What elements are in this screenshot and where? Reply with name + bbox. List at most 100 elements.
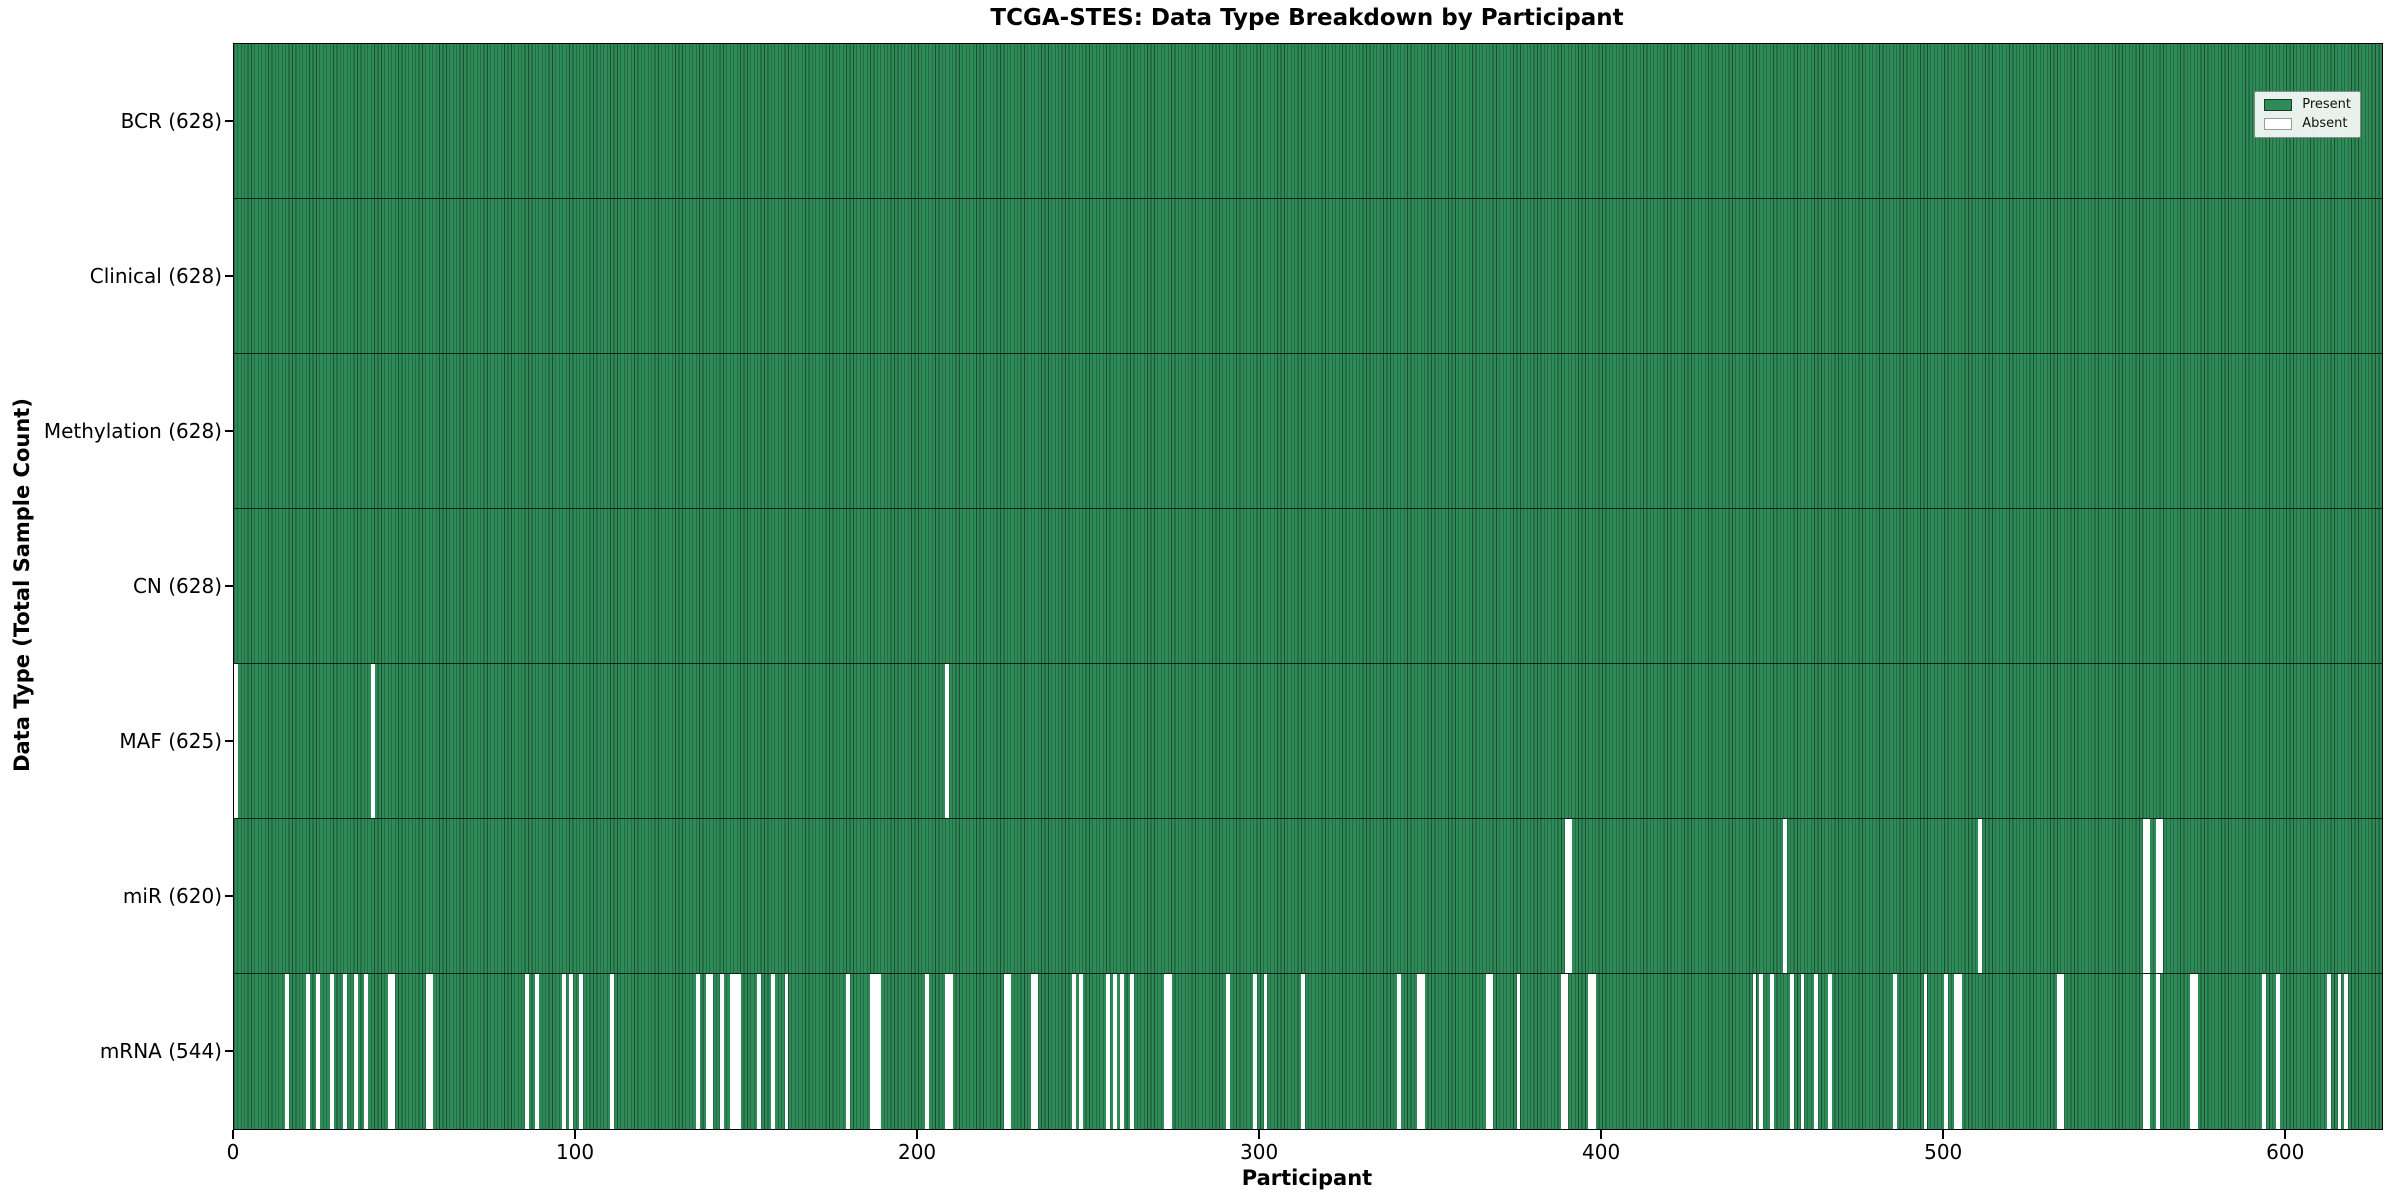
absent-gap xyxy=(695,974,700,1129)
absent-gap xyxy=(2190,974,2195,1129)
absent-gap xyxy=(1759,974,1764,1129)
absent-gap xyxy=(2142,819,2147,973)
row-miR xyxy=(234,819,2382,974)
absent-gap xyxy=(1113,974,1117,1129)
absent-gap xyxy=(1119,974,1124,1129)
absent-gap xyxy=(719,974,724,1129)
y-tick-label-Clinical: Clinical (628) xyxy=(89,263,222,288)
absent-gap xyxy=(1078,974,1083,1129)
absent-gap xyxy=(877,974,881,1129)
absent-gap xyxy=(579,974,584,1129)
absent-gap xyxy=(562,974,567,1129)
absent-gap xyxy=(1030,974,1035,1129)
absent-gap xyxy=(2142,974,2147,1129)
y-tick-label-miR: miR (620) xyxy=(122,883,222,908)
absent-gap xyxy=(2327,974,2332,1129)
absent-gap xyxy=(1564,819,1569,973)
absent-gap xyxy=(1489,974,1494,1129)
x-tick-mark xyxy=(1942,1130,1945,1139)
absent-gap xyxy=(1034,974,1039,1129)
absent-gap xyxy=(387,974,392,1129)
chart-title: TCGA-STES: Data Type Breakdown by Partic… xyxy=(990,5,1624,31)
absent-gap xyxy=(1752,974,1757,1129)
absent-gap xyxy=(1790,974,1795,1129)
absent-gap xyxy=(1814,974,1819,1129)
absent-gap xyxy=(945,974,950,1129)
absent-gap xyxy=(1167,974,1172,1129)
absent-gap xyxy=(2344,974,2349,1129)
absent-gap xyxy=(1164,974,1169,1129)
absent-gap xyxy=(329,974,334,1129)
legend: Present Absent xyxy=(2254,91,2361,138)
absent-gap xyxy=(771,974,775,1129)
absent-gap xyxy=(1007,974,1011,1129)
absent-gap xyxy=(569,974,573,1129)
absent-gap xyxy=(784,974,789,1129)
legend-entry-absent: Absent xyxy=(2264,117,2351,131)
absent-gap xyxy=(610,974,615,1129)
absent-gap xyxy=(316,974,320,1129)
y-tick-label-Methylation: Methylation (628) xyxy=(43,418,222,443)
x-tick-label: 400 xyxy=(1582,1140,1621,1164)
y-tick-mark xyxy=(225,739,234,742)
absent-swatch-icon xyxy=(2264,118,2293,130)
absent-gap xyxy=(945,664,950,818)
absent-gap xyxy=(1954,974,1959,1129)
absent-gap xyxy=(736,974,741,1129)
plot-area: Present Absent xyxy=(233,43,2383,1130)
row-mRNA xyxy=(234,974,2382,1129)
absent-gap xyxy=(1978,819,1983,973)
absent-gap xyxy=(1800,974,1805,1129)
x-tick-mark xyxy=(574,1130,577,1139)
absent-gap xyxy=(1106,974,1110,1129)
legend-absent-label: Absent xyxy=(2302,116,2348,131)
absent-gap xyxy=(709,974,714,1129)
y-tick-mark xyxy=(225,429,234,432)
absent-gap xyxy=(733,974,738,1129)
absent-gap xyxy=(1957,974,1962,1129)
absent-gap xyxy=(948,974,953,1129)
absent-gap xyxy=(2145,819,2150,973)
absent-gap xyxy=(1485,974,1490,1129)
absent-gap xyxy=(1588,974,1593,1129)
row-MAF xyxy=(234,664,2382,819)
y-tick-label-CN: CN (628) xyxy=(132,573,222,598)
row-Methylation xyxy=(234,354,2382,509)
absent-gap xyxy=(1567,819,1572,973)
y-tick-mark xyxy=(225,894,234,897)
absent-gap xyxy=(391,974,396,1129)
absent-gap xyxy=(729,974,734,1129)
x-tick-label: 300 xyxy=(1240,1140,1279,1164)
absent-gap xyxy=(425,974,430,1129)
absent-gap xyxy=(285,974,290,1129)
x-tick-mark xyxy=(916,1130,919,1139)
absent-gap xyxy=(846,974,851,1129)
legend-present-label: Present xyxy=(2302,97,2351,112)
row-Clinical xyxy=(234,199,2382,354)
y-tick-label-mRNA: mRNA (544) xyxy=(99,1038,222,1063)
absent-gap xyxy=(1301,974,1305,1129)
absent-gap xyxy=(534,974,539,1129)
x-tick-mark xyxy=(1600,1130,1603,1139)
absent-gap xyxy=(873,974,878,1129)
y-tick-mark xyxy=(225,274,234,277)
x-tick-mark xyxy=(1258,1130,1261,1139)
absent-gap xyxy=(1071,974,1076,1129)
absent-gap xyxy=(2337,974,2342,1129)
y-tick-mark xyxy=(225,119,234,122)
x-tick-mark xyxy=(232,1130,234,1139)
absent-gap xyxy=(234,664,238,818)
absent-gap xyxy=(1892,974,1897,1129)
absent-gap xyxy=(1591,974,1596,1129)
absent-gap xyxy=(2057,974,2061,1129)
x-tick-label: 0 xyxy=(226,1140,240,1164)
absent-gap xyxy=(1130,974,1134,1129)
y-tick-mark xyxy=(225,584,234,587)
absent-gap xyxy=(363,974,368,1129)
absent-gap xyxy=(2156,819,2161,973)
legend-entry-present: Present xyxy=(2264,98,2351,112)
absent-gap xyxy=(757,974,762,1129)
absent-gap xyxy=(343,974,348,1129)
absent-gap xyxy=(1417,974,1422,1129)
absent-gap xyxy=(428,974,433,1129)
